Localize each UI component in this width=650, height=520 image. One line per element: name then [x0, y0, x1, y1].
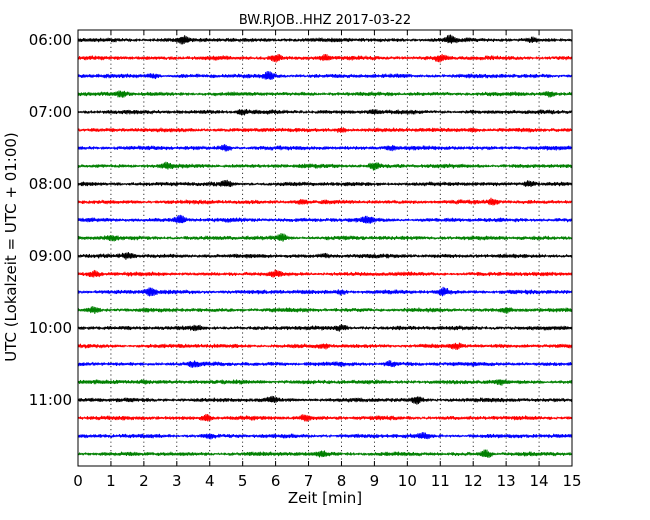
trace-row	[77, 413, 573, 422]
x-tick-label: 6	[271, 472, 281, 490]
x-tick-label: 4	[205, 472, 215, 490]
trace-row	[77, 179, 573, 188]
x-tick-label: 8	[337, 472, 347, 490]
trace-row	[77, 269, 573, 278]
y-axis-label: UTC (Lokalzeit = UTC + 01:00)	[2, 132, 20, 362]
trace-row	[77, 306, 573, 314]
x-tick-label: 5	[238, 472, 248, 490]
trace-row	[77, 108, 573, 116]
trace-row	[77, 197, 573, 206]
x-tick-label: 2	[139, 472, 149, 490]
trace-row	[77, 379, 573, 386]
x-tick-label: 1	[106, 472, 116, 490]
x-tick-label: 13	[497, 472, 516, 490]
seismogram-traces	[77, 34, 573, 459]
trace-row	[77, 251, 573, 260]
trace-row	[77, 449, 573, 459]
x-tick-label: 11	[431, 472, 450, 490]
y-tick-label: 06:00	[29, 31, 72, 49]
x-tick-label: 7	[304, 472, 314, 490]
trace-row	[77, 324, 573, 332]
trace-row	[77, 53, 573, 63]
trace-row	[77, 71, 573, 80]
x-tick-label: 0	[73, 472, 83, 490]
x-tick-label: 9	[370, 472, 380, 490]
trace-row	[77, 127, 573, 134]
trace-row	[77, 232, 573, 242]
y-tick-label: 10:00	[29, 319, 72, 337]
x-axis-ticks: 0 1 2 3 4 5 6 7 8 9 10 11 12 13 14 15	[73, 30, 582, 490]
trace-row	[77, 143, 573, 152]
x-tick-label: 14	[530, 472, 549, 490]
x-tick-label: 12	[464, 472, 483, 490]
trace-row	[77, 34, 573, 45]
chart-title: BW.RJOB..HHZ 2017-03-22	[239, 13, 411, 28]
x-tick-label: 3	[172, 472, 182, 490]
x-tick-label: 15	[562, 472, 581, 490]
trace-row	[77, 360, 573, 368]
y-tick-label: 09:00	[29, 247, 72, 265]
trace-row	[77, 286, 573, 297]
trace-row	[77, 431, 573, 440]
trace-row	[77, 214, 573, 224]
x-axis-label: Zeit [min]	[288, 489, 362, 507]
y-tick-label: 11:00	[29, 391, 72, 409]
plot-frame	[77, 29, 573, 467]
trace-row	[77, 342, 573, 350]
x-tick-label: 10	[398, 472, 417, 490]
y-axis-ticks: 06:00 07:00 08:00 09:00 10:00 11:00	[29, 31, 572, 409]
trace-row	[77, 90, 573, 98]
trace-row	[77, 395, 573, 405]
y-tick-label: 08:00	[29, 175, 72, 193]
y-tick-label: 07:00	[29, 103, 72, 121]
trace-row	[77, 161, 573, 171]
